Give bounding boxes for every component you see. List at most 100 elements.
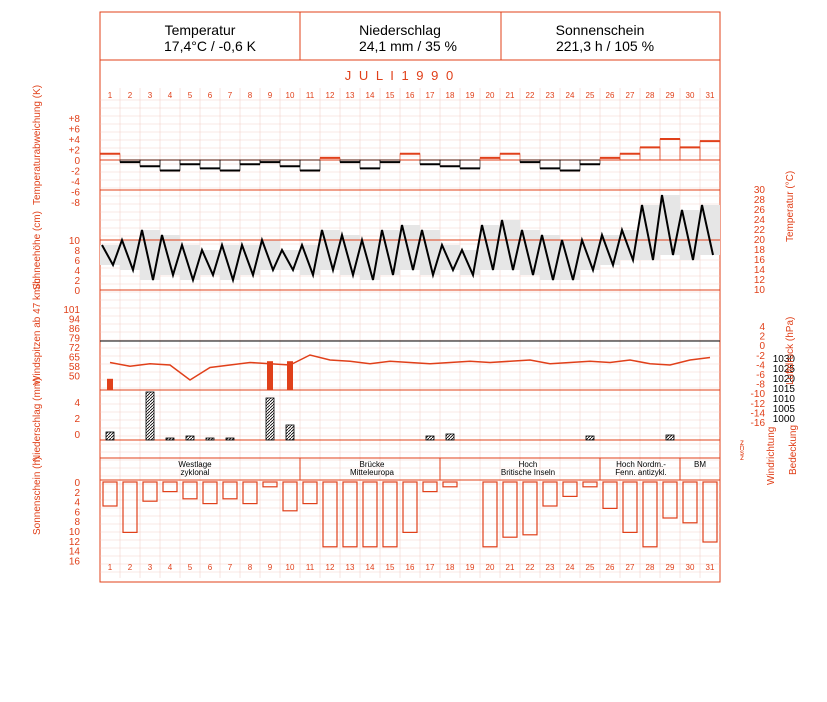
- sunshine-tick: 0: [74, 478, 80, 489]
- temperature-tick: 16: [754, 255, 766, 266]
- sunshine-bar: [122, 481, 138, 534]
- temperature-tick: 14: [754, 265, 766, 276]
- day-label: 8: [248, 563, 253, 572]
- temperature-tick: 24: [754, 215, 766, 226]
- day-label: 5: [188, 563, 193, 572]
- sunshine-bar: [622, 481, 638, 534]
- day-label: 31: [706, 91, 715, 100]
- anomaly-step: [659, 138, 681, 161]
- temperature-tick: 26: [754, 205, 766, 216]
- pressure-left-tick: -8: [756, 380, 765, 391]
- temperature-tick: 30: [754, 185, 766, 196]
- day-label: 10: [286, 91, 295, 100]
- sunshine-bar: [302, 481, 318, 505]
- day-label: 6: [208, 91, 213, 100]
- anomaly-tick: -2: [71, 167, 80, 178]
- anomaly-tick: +8: [69, 114, 81, 125]
- anomaly-tick: -6: [71, 188, 80, 199]
- precip-bar: [225, 437, 235, 441]
- tick-labels: +8+6+4+20-2-4-6-830282624222018161412101…: [63, 114, 795, 567]
- pressure-left-tick: -10: [751, 389, 766, 400]
- anomaly-step: [679, 147, 701, 161]
- day-label: 27: [626, 563, 635, 572]
- day-label: 2: [128, 563, 133, 572]
- grid: [100, 88, 720, 578]
- day-label: 24: [566, 563, 575, 572]
- sunshine-bar: [362, 481, 378, 548]
- temperature-tick: 18: [754, 245, 766, 256]
- day-label: 4: [168, 563, 173, 572]
- day-label: 17: [426, 563, 435, 572]
- wind-tick: 72: [69, 343, 81, 354]
- pressure-tick: 1000: [773, 414, 796, 425]
- anomaly-step: [559, 159, 581, 171]
- sunshine-bar: [522, 481, 538, 536]
- day-label: 9: [268, 91, 273, 100]
- day-label: 23: [546, 563, 555, 572]
- precip-bar: [105, 431, 115, 441]
- day-label: 1: [108, 563, 113, 572]
- day-label: 20: [486, 563, 495, 572]
- pressure-tick: 1030: [773, 354, 796, 365]
- wind-peak-bar: [267, 361, 273, 390]
- day-label: 24: [566, 91, 575, 100]
- snow-tick: 8: [74, 246, 80, 257]
- pressure-left-tick: -6: [756, 370, 765, 381]
- sunshine-bar: [702, 481, 718, 543]
- side-marker: s: [740, 448, 744, 457]
- axis-title-anomaly: Temperaturabweichung (K): [32, 85, 43, 205]
- sunshine-bar: [482, 481, 498, 548]
- sunshine-bar: [202, 481, 218, 505]
- wind-peak-bar: [287, 361, 293, 390]
- sunshine-bar: [682, 481, 698, 524]
- weather-type-label: Britische Inseln: [501, 468, 555, 477]
- day-label: 28: [646, 563, 655, 572]
- precip-bar: [265, 397, 275, 441]
- day-label: 11: [306, 563, 315, 572]
- anomaly-tick: +6: [69, 125, 81, 136]
- precip-bar: [285, 424, 295, 441]
- anomaly-step: [639, 147, 661, 161]
- day-label: 13: [346, 91, 355, 100]
- day-label: 19: [466, 91, 475, 100]
- sunshine-bar: [382, 481, 398, 548]
- day-label: 21: [506, 91, 515, 100]
- pressure-tick: 1020: [773, 374, 796, 385]
- day-label: 26: [606, 563, 615, 572]
- pressure-series: [109, 354, 711, 381]
- day-label: 1: [108, 91, 113, 100]
- anomaly-step: [699, 140, 721, 161]
- pressure-left-tick: -16: [751, 418, 766, 429]
- precip-bar: [185, 435, 195, 441]
- side-marker: n: [740, 443, 744, 452]
- day-label: 25: [586, 91, 595, 100]
- day-label: 19: [466, 563, 475, 572]
- day-label: 15: [386, 563, 395, 572]
- sunshine-tick: 16: [69, 556, 81, 567]
- axis-title-wind-dir: Windrichtung: [766, 427, 777, 485]
- precip-value: 24,1 mm / 35 %: [359, 38, 457, 54]
- day-label: 12: [326, 91, 335, 100]
- anomaly-step: [159, 159, 181, 171]
- sunshine-tick: 14: [69, 547, 81, 558]
- day-label: 2: [128, 91, 133, 100]
- temp-anomaly-series: [99, 138, 721, 172]
- snow-tick: 0: [74, 286, 80, 297]
- precip-title: Niederschlag: [359, 22, 441, 38]
- precip-bar: [145, 391, 155, 441]
- day-label: 31: [706, 563, 715, 572]
- day-label: 30: [686, 91, 695, 100]
- pressure-left-tick: 4: [759, 322, 765, 333]
- bands: [100, 195, 720, 280]
- day-label: 4: [168, 91, 173, 100]
- day-labels-top: 1 2 3 4 5 6 7 8 9 10 11 12 13 14 15 16 17 18 19 20 21 22 23 24 2…: [108, 91, 715, 100]
- wind-peak-bars: [107, 361, 293, 390]
- day-label: 18: [446, 563, 455, 572]
- temperature-tick: 10: [754, 285, 766, 296]
- wind-peak-bar: [107, 378, 113, 390]
- wind-tick: 65: [69, 353, 81, 364]
- side-marker: z: [740, 438, 744, 447]
- snow-tick: 10: [69, 236, 81, 247]
- anomaly-tick: 0: [74, 156, 80, 167]
